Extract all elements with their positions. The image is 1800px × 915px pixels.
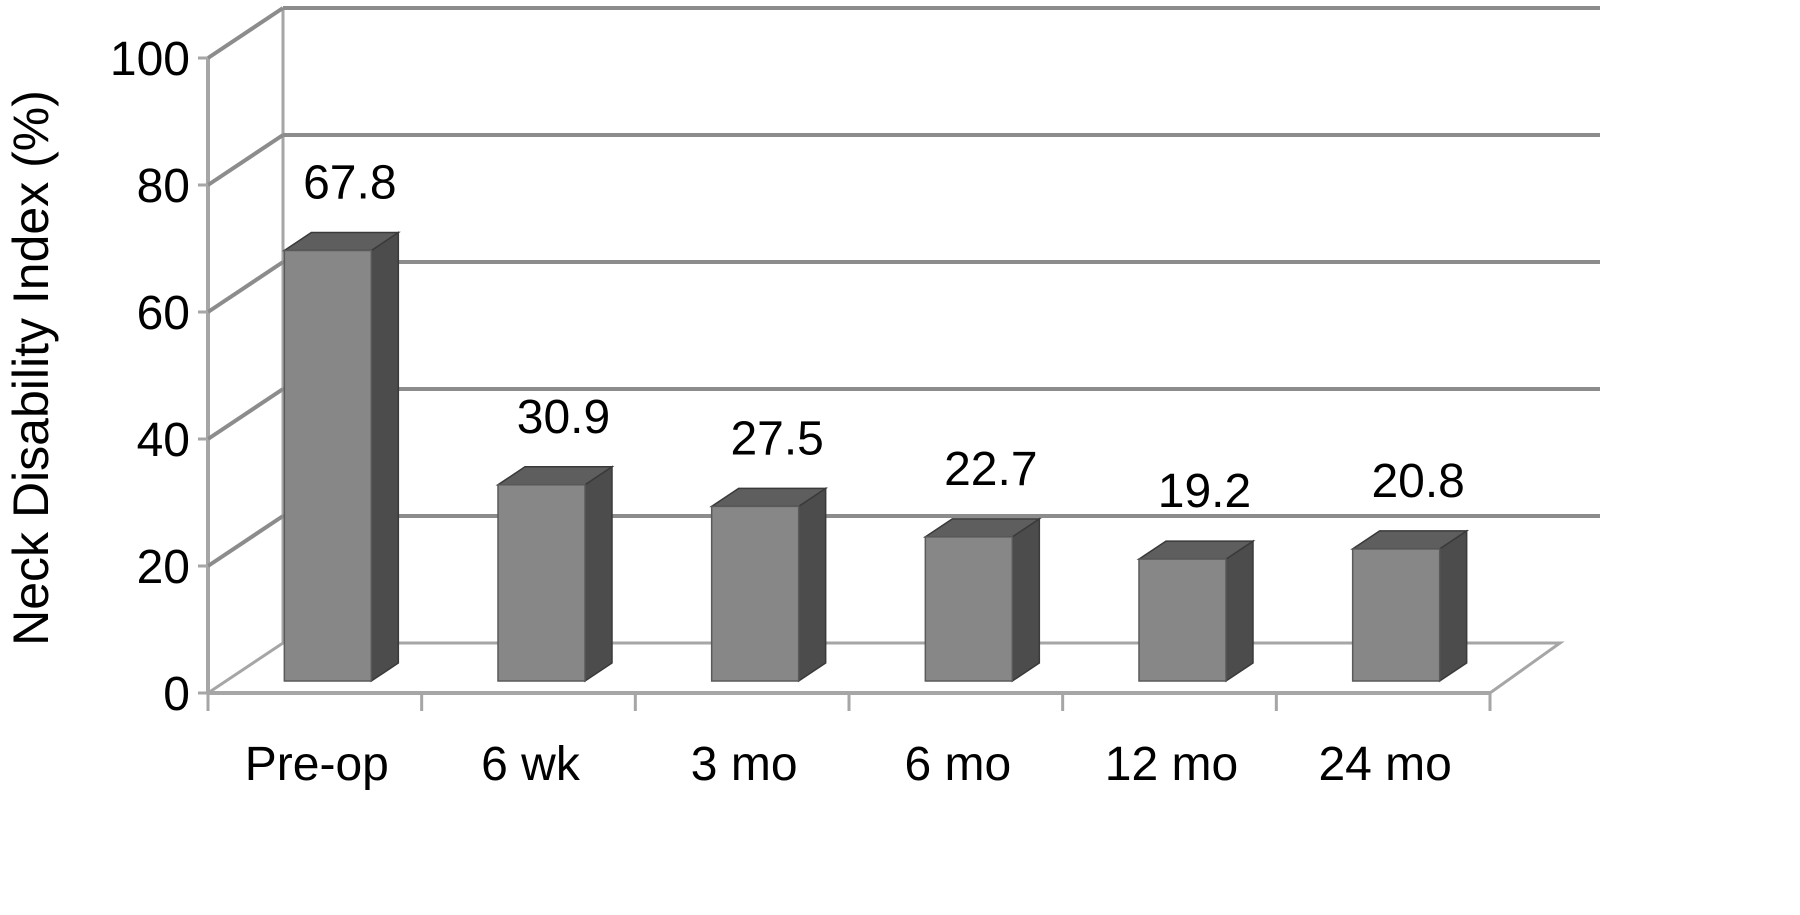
data-label: 27.5 [730,412,823,465]
bar-front-face [497,484,586,682]
bar-3 [922,517,1042,683]
bar-side-face [584,465,613,683]
bar-front-face [924,536,1014,682]
data-label: 22.7 [944,443,1037,496]
data-label: 20.8 [1371,455,1464,508]
bar-front-face [1351,548,1441,682]
x-axis-ticks: Pre-op 6 wk 3 mo 6 mo 12 mo 24 mo [206,691,1492,791]
gridline-diagonal [206,387,285,441]
y-axis-ticks: 0 20 40 60 80 100 [110,33,208,721]
bar-5 [1350,529,1470,683]
y-tick-label: 100 [110,33,190,86]
data-labels: 67.8 30.9 27.5 22.7 19.2 20.8 [303,156,1465,518]
y-tick-label: 20 [137,541,190,594]
y-tick-label: 40 [137,414,190,467]
x-tick-label: 6 wk [481,738,581,791]
bar-front-face [283,249,373,682]
data-label: 19.2 [1158,465,1251,518]
y-axis-title: Neck Disability Index (%) [3,90,59,646]
bar-front-face [1138,558,1227,682]
bar-0 [281,231,401,683]
bar-4 [1136,539,1256,683]
bar-front-face [710,505,800,682]
data-label: 30.9 [517,391,610,444]
gridline-diagonal [206,260,285,314]
y-tick-label: 60 [137,287,190,340]
y-tick-label: 0 [163,668,190,721]
bar-2 [709,486,829,683]
x-tick-label: 3 mo [691,738,798,791]
gridline-diagonal [206,514,285,568]
y-tick-label: 80 [137,160,190,213]
bar-side-face [370,231,400,683]
bars [281,231,1470,683]
bar-side-face [797,486,827,683]
x-tick-label: 12 mo [1105,738,1238,791]
x-tick-label: Pre-op [245,738,389,791]
x-tick-label: 24 mo [1318,738,1451,791]
bar-1 [495,465,615,683]
bar-side-face [1011,517,1041,683]
gridline-diagonal [206,133,285,187]
bar-side-face [1438,529,1468,683]
gridline-diagonal [206,6,285,60]
x-tick-label: 6 mo [904,738,1011,791]
data-label: 67.8 [303,156,396,209]
bar-side-face [1225,539,1254,683]
